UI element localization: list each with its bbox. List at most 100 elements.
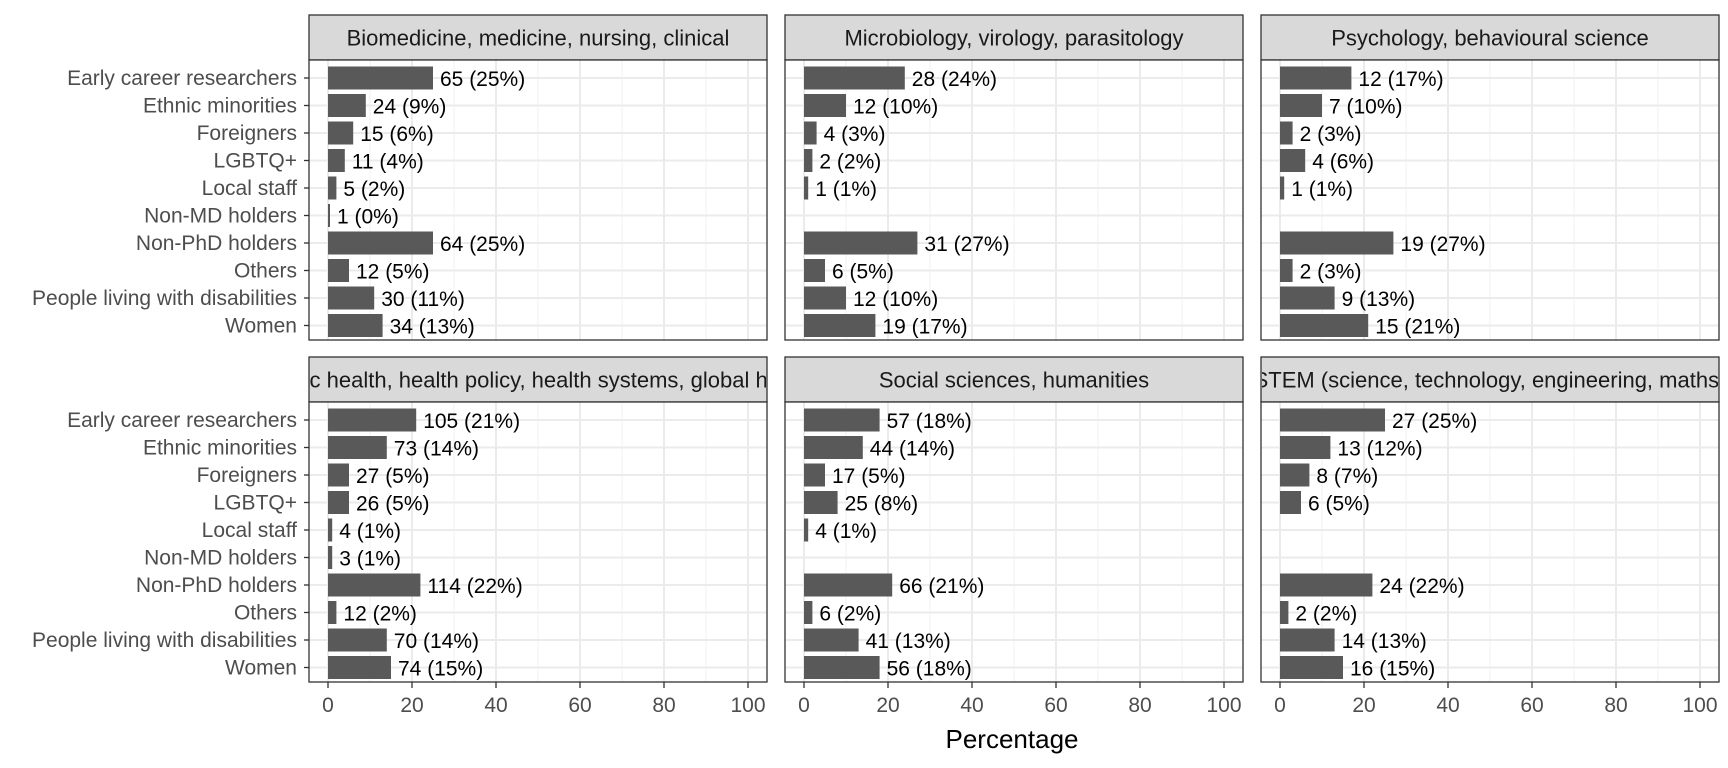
- x-tick-label: 40: [484, 694, 507, 717]
- bar: [804, 601, 813, 624]
- bar-data-label: 64 (25%): [440, 233, 525, 256]
- bar: [804, 656, 880, 679]
- bar: [804, 259, 825, 282]
- bar-data-label: 6 (5%): [832, 261, 894, 284]
- bar: [1280, 231, 1394, 255]
- bar-data-label: 25 (8%): [845, 493, 919, 516]
- bar: [1280, 436, 1331, 459]
- category-label: Ethnic minorities: [143, 95, 297, 118]
- x-tick-label: 20: [400, 694, 423, 717]
- bar-data-label: 2 (3%): [1300, 123, 1362, 146]
- facet-strip: [1260, 356, 1720, 403]
- bar: [328, 149, 345, 172]
- bar: [804, 314, 876, 337]
- x-tick-label: 20: [876, 694, 899, 717]
- facet-panel: Psychology, behavioural science 12 (17%) 7…: [1260, 14, 1720, 341]
- bar-data-label: 24 (9%): [373, 96, 447, 119]
- bar-data-label: 1 (1%): [815, 178, 877, 201]
- bar: [1280, 628, 1335, 652]
- bar: [328, 259, 349, 282]
- category-label: Women: [225, 657, 297, 680]
- category-label: Ethnic minorities: [143, 437, 297, 460]
- x-tick-label: 0: [798, 694, 810, 717]
- bar-data-label: 7 (10%): [1329, 96, 1403, 119]
- bar-data-label: 28 (24%): [912, 68, 997, 91]
- bar: [1280, 66, 1352, 90]
- category-label: Non-PhD holders: [136, 232, 297, 255]
- x-tick-label: 0: [1274, 694, 1286, 717]
- bar: [328, 656, 391, 679]
- x-tick-label: 60: [1044, 694, 1067, 717]
- bar-data-label: 2 (2%): [819, 151, 881, 174]
- bar-data-label: 11 (4%): [352, 151, 424, 174]
- category-label: People living with disabilities: [32, 287, 297, 310]
- x-tick-label: 80: [652, 694, 675, 717]
- facet-title: Public health, health policy, health sys…: [261, 368, 816, 393]
- panel-border: [308, 59, 768, 341]
- x-tick-label: 0: [322, 694, 334, 717]
- bar-data-label: 65 (25%): [440, 68, 525, 91]
- bar-data-label: 26 (5%): [356, 493, 430, 516]
- bar: [804, 66, 905, 90]
- panel-border: [784, 401, 1244, 683]
- category-label: Non-PhD holders: [136, 574, 297, 597]
- bar-data-label: 41 (13%): [866, 630, 951, 653]
- bar-data-label: 12 (17%): [1358, 68, 1443, 91]
- bar: [328, 463, 349, 487]
- panel-border: [1260, 401, 1720, 683]
- x-tick-label: 60: [1520, 694, 1543, 717]
- x-tick-label: 80: [1128, 694, 1151, 717]
- bar-data-label: 12 (2%): [343, 603, 417, 626]
- facet-title: STEM (science, technology, engineering, …: [1254, 368, 1727, 393]
- category-label: LGBTQ+: [214, 150, 297, 173]
- bar: [328, 94, 366, 117]
- bar: [804, 463, 825, 487]
- bar-data-label: 12 (10%): [853, 96, 938, 119]
- bar: [1280, 656, 1343, 679]
- bar-data-label: 19 (17%): [882, 316, 967, 339]
- bar-data-label: 4 (1%): [339, 520, 401, 543]
- x-axis-title: Percentage: [946, 724, 1079, 754]
- bar: [328, 314, 383, 337]
- bar-data-label: 44 (14%): [870, 438, 955, 461]
- bar: [328, 204, 330, 227]
- bar: [328, 436, 387, 459]
- bar-data-label: 14 (13%): [1342, 630, 1427, 653]
- bar-data-label: 9 (13%): [1342, 288, 1416, 311]
- x-tick-label: 20: [1352, 694, 1375, 717]
- bar: [328, 546, 333, 569]
- bar-data-label: 19 (27%): [1400, 233, 1485, 256]
- facet-title: Psychology, behavioural science: [1331, 26, 1649, 51]
- facet-panel: Microbiology, virology, parasitology 28 (…: [784, 14, 1244, 341]
- category-label: Local staff: [202, 177, 298, 200]
- bar: [328, 518, 333, 542]
- bar: [804, 231, 918, 255]
- bar: [1280, 121, 1293, 145]
- bar-data-label: 114 (22%): [427, 575, 522, 598]
- bar-data-label: 15 (21%): [1375, 316, 1460, 339]
- bar: [1280, 286, 1335, 310]
- bar-data-label: 5 (2%): [343, 178, 405, 201]
- bar-data-label: 6 (2%): [819, 603, 881, 626]
- facet-panel: Biomedicine, medicine, nursing, clinical…: [32, 14, 768, 341]
- bar: [1280, 176, 1285, 200]
- facet-strip: [784, 356, 1244, 403]
- bar-data-label: 70 (14%): [394, 630, 479, 653]
- facet-panel: Public health, health policy, health sys…: [32, 356, 816, 717]
- bar-data-label: 24 (22%): [1379, 575, 1464, 598]
- bar: [804, 408, 880, 432]
- bar-data-label: 2 (2%): [1295, 603, 1357, 626]
- category-label: Non-MD holders: [144, 205, 297, 228]
- bar: [1280, 463, 1310, 487]
- category-label: Women: [225, 315, 297, 338]
- bar-data-label: 16 (15%): [1350, 658, 1435, 681]
- bar-data-label: 1 (1%): [1291, 178, 1353, 201]
- bar: [328, 66, 433, 90]
- bar-data-label: 4 (1%): [815, 520, 877, 543]
- bar-data-label: 4 (6%): [1312, 151, 1374, 174]
- bar-data-label: 27 (25%): [1392, 410, 1477, 433]
- bar: [804, 286, 846, 310]
- bar: [1280, 491, 1301, 514]
